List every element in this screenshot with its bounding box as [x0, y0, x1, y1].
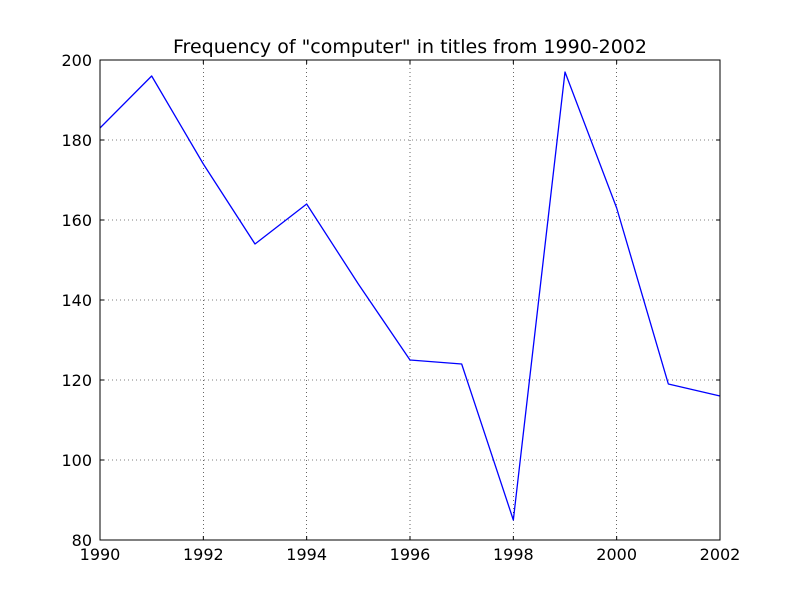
grid-lines: [99, 59, 721, 541]
y-tick-label: 120: [61, 371, 92, 390]
x-tick-label: 1990: [80, 545, 121, 564]
series-group: [99, 71, 721, 521]
series-line: [99, 71, 721, 521]
x-tick-label: 1994: [286, 545, 327, 564]
y-axis-tick-labels: 80 100 120 140 160 180 200: [61, 51, 92, 550]
y-tick-label: 160: [61, 211, 92, 230]
chart-title: Frequency of "computer" in titles from 1…: [173, 36, 647, 58]
x-tick-label: 2002: [700, 545, 741, 564]
y-tick-label: 100: [61, 451, 92, 470]
ticks-group: [99, 59, 721, 541]
y-tick-label: 180: [61, 131, 92, 150]
x-axis-tick-labels: 1990 1992 1994 1996 1998 2000 2002: [80, 545, 741, 564]
y-tick-label: 80: [72, 531, 92, 550]
y-tick-label: 200: [61, 51, 92, 70]
x-tick-label: 2000: [596, 545, 637, 564]
y-tick-label: 140: [61, 291, 92, 310]
x-tick-label: 1998: [493, 545, 534, 564]
x-tick-label: 1996: [390, 545, 431, 564]
x-tick-label: 1992: [183, 545, 224, 564]
